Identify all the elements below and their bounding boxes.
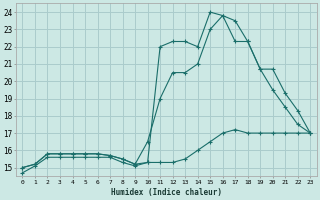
X-axis label: Humidex (Indice chaleur): Humidex (Indice chaleur)	[111, 188, 222, 197]
